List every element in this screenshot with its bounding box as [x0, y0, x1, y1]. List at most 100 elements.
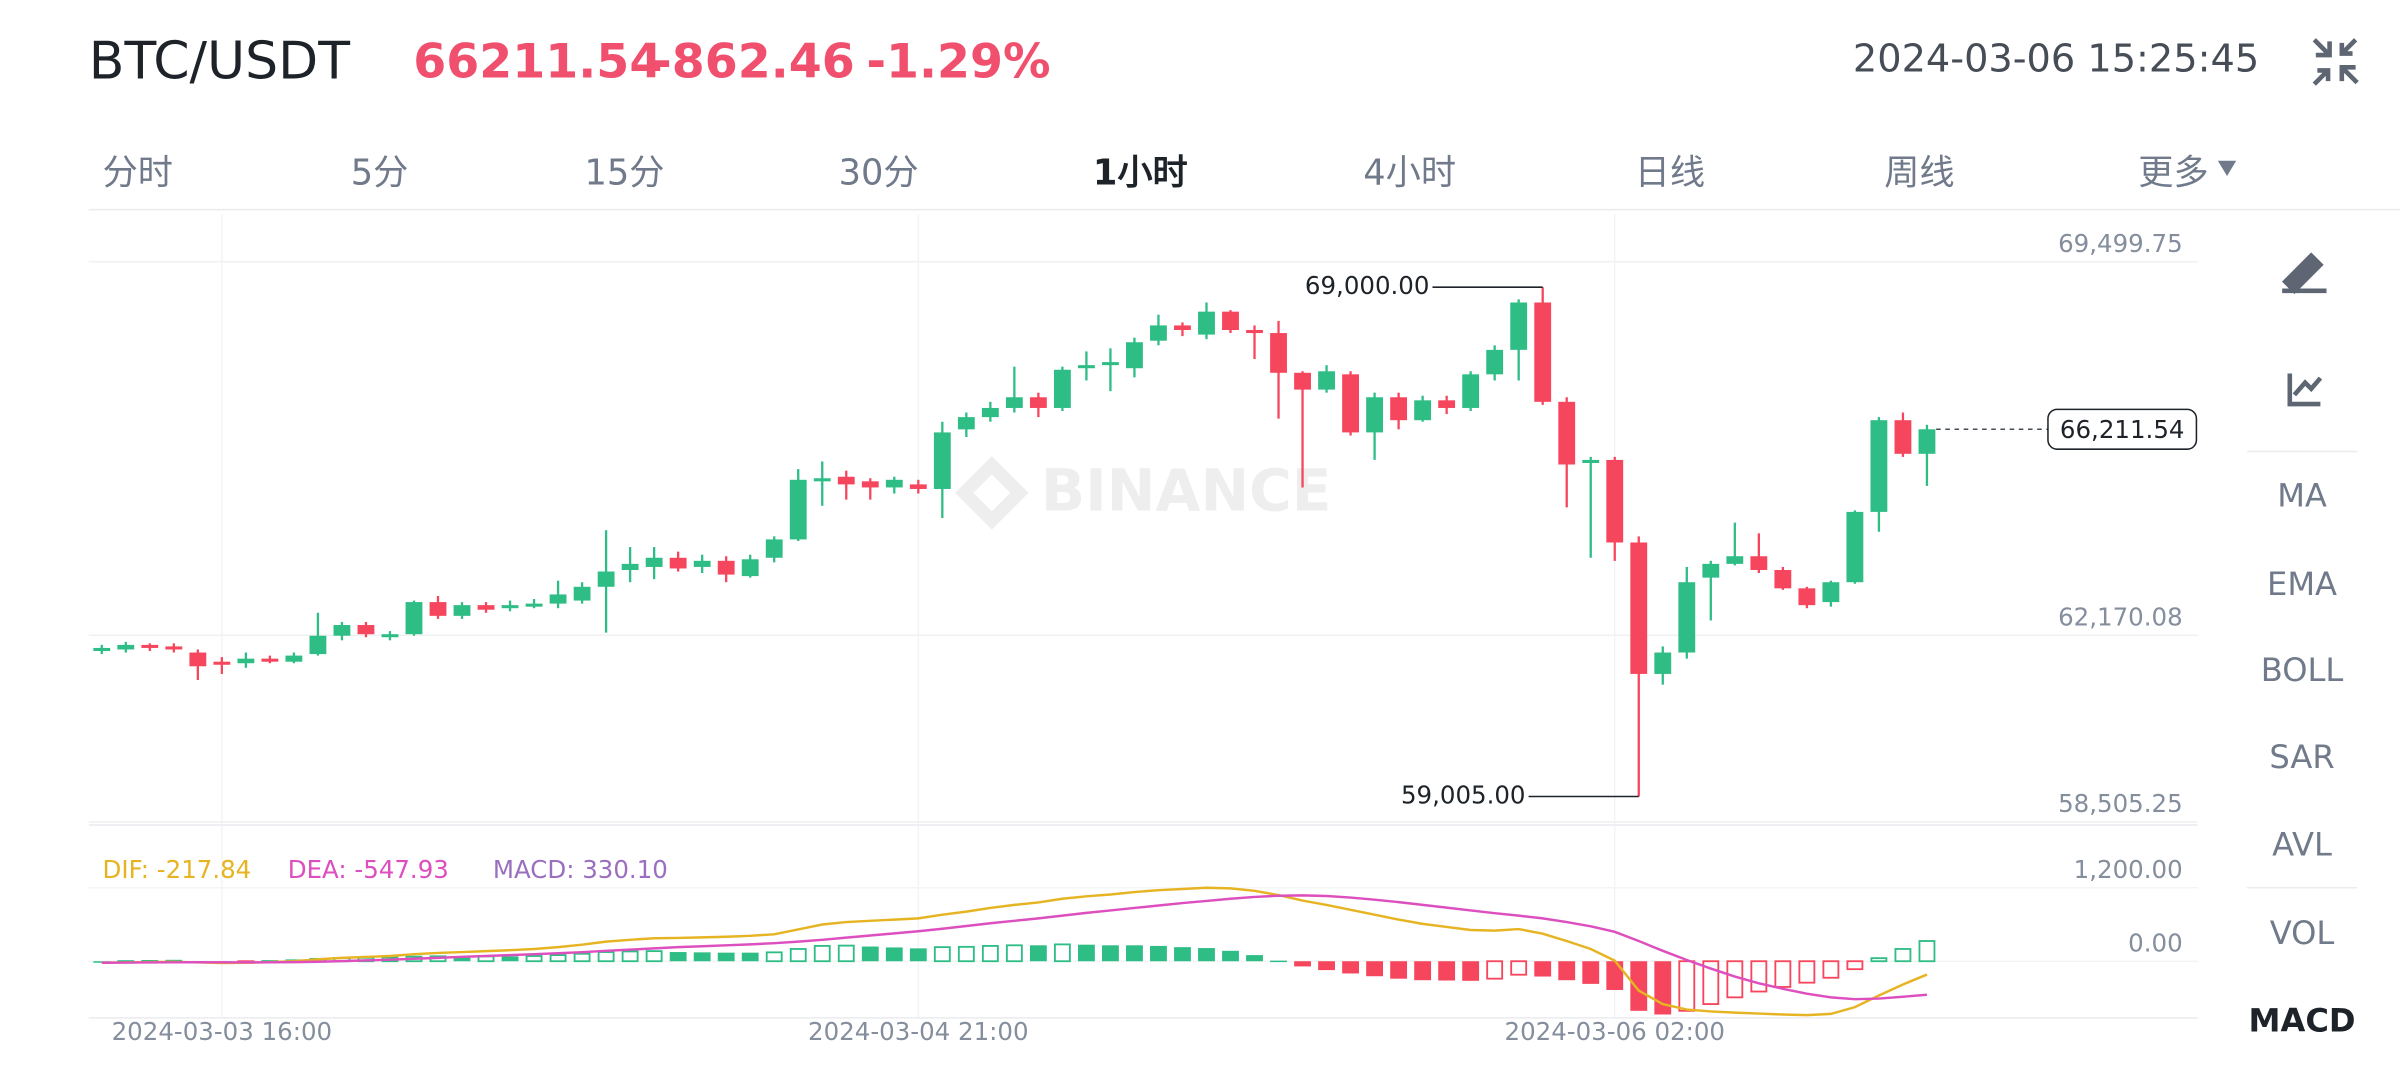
candle-body [405, 602, 423, 635]
indicator-tab[interactable]: MA [2277, 476, 2327, 514]
y-tick-label: 62,170.08 [2058, 602, 2183, 631]
indicator-tab[interactable]: SAR [2269, 738, 2334, 776]
candle-body [1534, 302, 1552, 402]
candle-body [381, 634, 399, 638]
timeframe-tab[interactable]: 4小时 [1363, 152, 1456, 193]
macd-bar [1198, 948, 1215, 962]
candle-body [525, 603, 543, 607]
candle-body [1102, 362, 1119, 366]
macd-bar [1534, 961, 1552, 977]
candle-body [1438, 400, 1456, 408]
macd-bar [1870, 957, 1888, 963]
draw-icon[interactable] [2281, 252, 2327, 295]
macd-bar [1726, 960, 1744, 999]
indicator-tab[interactable]: BOLL [2261, 651, 2344, 689]
candle-body [1390, 397, 1408, 421]
timeframe-tab[interactable]: 更多 [2138, 152, 2208, 193]
indicator-tab[interactable]: EMA [2267, 565, 2337, 603]
macd-bar [1270, 960, 1287, 963]
macd-bar [453, 956, 471, 962]
macd-bar [1053, 943, 1071, 963]
candle-body [861, 481, 879, 488]
macd-legend: MACD: 330.10 [493, 855, 668, 884]
candle-body [333, 625, 351, 636]
candle-body [717, 560, 735, 575]
change-pct: -1.29% [866, 34, 1050, 89]
timeframe-tab[interactable]: 15分 [585, 152, 665, 193]
macd-legend: DEA: -547.93 [288, 855, 449, 884]
macd-line [101, 886, 1928, 1017]
macd-bar [645, 950, 663, 963]
candle-body [261, 658, 279, 662]
candle-body [429, 602, 447, 616]
watermark-text: BINANCE [1041, 456, 1332, 524]
toolbar [2246, 252, 2358, 889]
candle-body [1005, 397, 1023, 408]
arrow [2312, 38, 2332, 58]
macd-bar [1582, 961, 1600, 984]
indicator-tab[interactable]: VOL [2270, 914, 2335, 952]
candle-body [1702, 563, 1720, 578]
candle-body [1270, 333, 1287, 373]
candle-body [477, 605, 495, 610]
candle-body [237, 658, 255, 664]
candle-body [1053, 369, 1071, 408]
macd-bar [1822, 960, 1840, 979]
extreme-label: 59,005.00 [1401, 780, 1526, 809]
timeframe-tab[interactable]: 1小时 [1093, 152, 1188, 193]
macd-bar [1630, 961, 1648, 1011]
macd-bar [1918, 940, 1936, 963]
watermark-logo [955, 456, 1029, 530]
candle-body [1630, 542, 1648, 674]
indicator-tab[interactable]: AVL [2272, 825, 2332, 863]
candle-body [1894, 420, 1912, 454]
timeframe-tab[interactable]: 分时 [103, 152, 173, 193]
y-tick-label: 69,499.75 [2058, 229, 2183, 258]
candle-body [1150, 325, 1167, 341]
candle-body [1029, 397, 1047, 408]
macd-bar [501, 956, 519, 962]
candle-body [1870, 420, 1888, 512]
candle-body [357, 625, 375, 635]
candle-body [1318, 371, 1335, 390]
candle-body [1582, 459, 1600, 463]
candle-body [789, 479, 807, 540]
candle-body [1366, 397, 1384, 433]
last-price-box [2047, 408, 2198, 450]
collapse-icon[interactable] [2312, 38, 2359, 86]
candle-body [1822, 582, 1840, 603]
macd-bar [621, 950, 639, 963]
candle-body [813, 478, 831, 482]
candle-body [165, 646, 183, 650]
macd-bar [1438, 961, 1456, 981]
macd-bar [1005, 944, 1023, 963]
candle-body [1126, 342, 1143, 369]
candle-body [693, 560, 711, 567]
timeframe-tab[interactable]: 周线 [1884, 152, 1954, 193]
timeframe-tab[interactable]: 5分 [351, 152, 409, 193]
candle-body [933, 432, 951, 489]
candle-body [1774, 569, 1792, 589]
macd-bar [1798, 960, 1816, 984]
macd-bar [1606, 961, 1624, 990]
macd-bar [909, 948, 927, 962]
macd-bar [1462, 961, 1480, 981]
macd-bar [525, 955, 543, 963]
macd-bar [861, 946, 879, 962]
timeframe-tab[interactable]: 日线 [1635, 152, 1705, 193]
candle-body [1246, 329, 1263, 334]
indicator-tab[interactable]: MACD [2249, 1001, 2356, 1039]
macd-bar [789, 948, 807, 963]
candle-body [1726, 556, 1744, 564]
macd-bar [741, 952, 759, 962]
macd-bar [1342, 961, 1359, 974]
arrow [2339, 65, 2359, 85]
candle-body [909, 484, 927, 489]
arrow [2339, 38, 2358, 56]
indicator-icon[interactable] [2287, 373, 2323, 407]
macd-bar [597, 951, 615, 963]
timeframe-tab[interactable]: 30分 [839, 152, 919, 193]
macd-bar [1222, 950, 1239, 962]
macd-bar [1702, 960, 1720, 1006]
